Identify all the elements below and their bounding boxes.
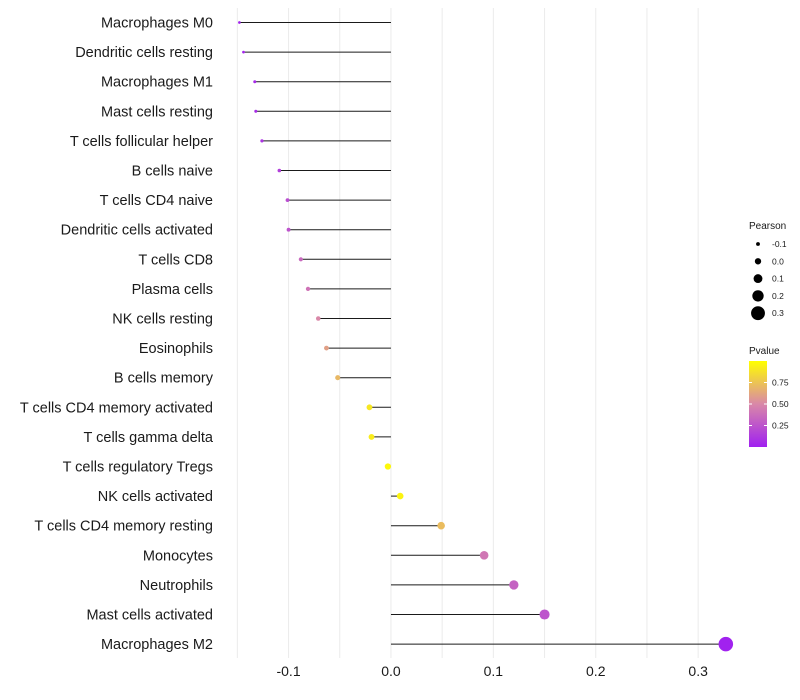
lollipop-point [305,286,311,292]
category-label: T cells CD4 memory resting [34,519,213,535]
category-label: Macrophages M1 [101,75,213,91]
x-tick-label: -0.1 [276,663,300,679]
category-label: NK cells activated [98,489,213,505]
lollipop-point [253,80,257,84]
category-label: Dendritic cells resting [75,45,213,61]
category-label: Mast cells activated [86,608,213,624]
category-label: B cells memory [114,371,214,387]
color-legend: Pvalue 0.75 0.50 0.25 [749,346,789,447]
grid-layer [236,8,699,658]
lollipop-point [718,636,734,652]
category-label: B cells naive [132,164,213,180]
lollipop-point [286,227,291,232]
lollipop-point [396,492,404,500]
color-legend-label: 0.25 [772,421,789,431]
lollipop-point [509,580,519,590]
category-labels: Macrophages M0 Dendritic cells resting Mac… [20,16,214,654]
lollipop-point [242,50,245,54]
x-tick-label: 0.2 [586,663,606,679]
lollipop-point [277,168,282,173]
lollipop-point [324,345,329,351]
category-label: T cells regulatory Tregs [63,460,213,476]
color-legend-label: 0.50 [772,399,789,409]
color-legend-label: 0.75 [772,378,789,388]
x-tick-label: 0.3 [688,663,708,679]
category-label: T cells gamma delta [84,430,214,446]
lollipop-point [366,404,373,411]
category-label: NK cells resting [112,312,213,328]
lollipop-point [384,463,392,470]
category-label: Macrophages M0 [101,16,213,32]
lollipop-point [315,316,321,321]
size-legend: Pearson -0.1 0.0 0.1 0.2 0.3 [749,221,787,321]
x-tick-label: 0.0 [381,663,401,679]
size-legend-key [754,258,762,265]
size-legend-key [751,306,765,321]
category-label: Neutrophils [140,578,213,594]
category-label: T cells CD4 memory activated [20,400,213,416]
lollipop-point [254,109,258,113]
size-legend-label: -0.1 [772,239,787,249]
category-label: T cells CD4 naive [100,193,213,209]
lollipop-point [238,21,241,24]
color-legend-title: Pvalue [749,346,780,357]
lollipop-point [437,521,445,530]
size-legend-label: 0.0 [772,256,784,266]
lollipop-point [260,139,264,143]
stem-layer [239,22,726,645]
category-label: Macrophages M2 [101,637,213,653]
size-legend-title: Pearson [749,221,786,232]
size-legend-label: 0.1 [772,274,784,284]
lollipop-point [479,550,489,560]
x-axis-ticks: -0.1 0.0 0.1 0.2 0.3 [276,663,708,679]
size-legend-label: 0.2 [772,291,784,301]
size-legend-label: 0.3 [772,308,784,318]
size-legend-key [756,242,760,246]
category-label: T cells follicular helper [70,134,213,150]
lollipop-point [298,257,303,262]
category-label: Monocytes [143,548,213,564]
size-legend-key [752,290,764,302]
category-label: T cells CD8 [138,252,213,268]
x-tick-label: 0.1 [484,663,504,679]
lollipop-point [285,198,290,203]
category-label: Eosinophils [139,341,213,357]
lollipop-point [539,609,550,620]
lollipop-point [368,433,375,440]
category-label: Plasma cells [132,282,213,298]
size-legend-key [753,274,763,284]
lollipop-point [335,375,341,381]
category-label: Mast cells resting [101,104,213,120]
category-label: Dendritic cells activated [61,223,213,239]
color-legend-bar [749,361,767,447]
point-layer [238,21,734,652]
